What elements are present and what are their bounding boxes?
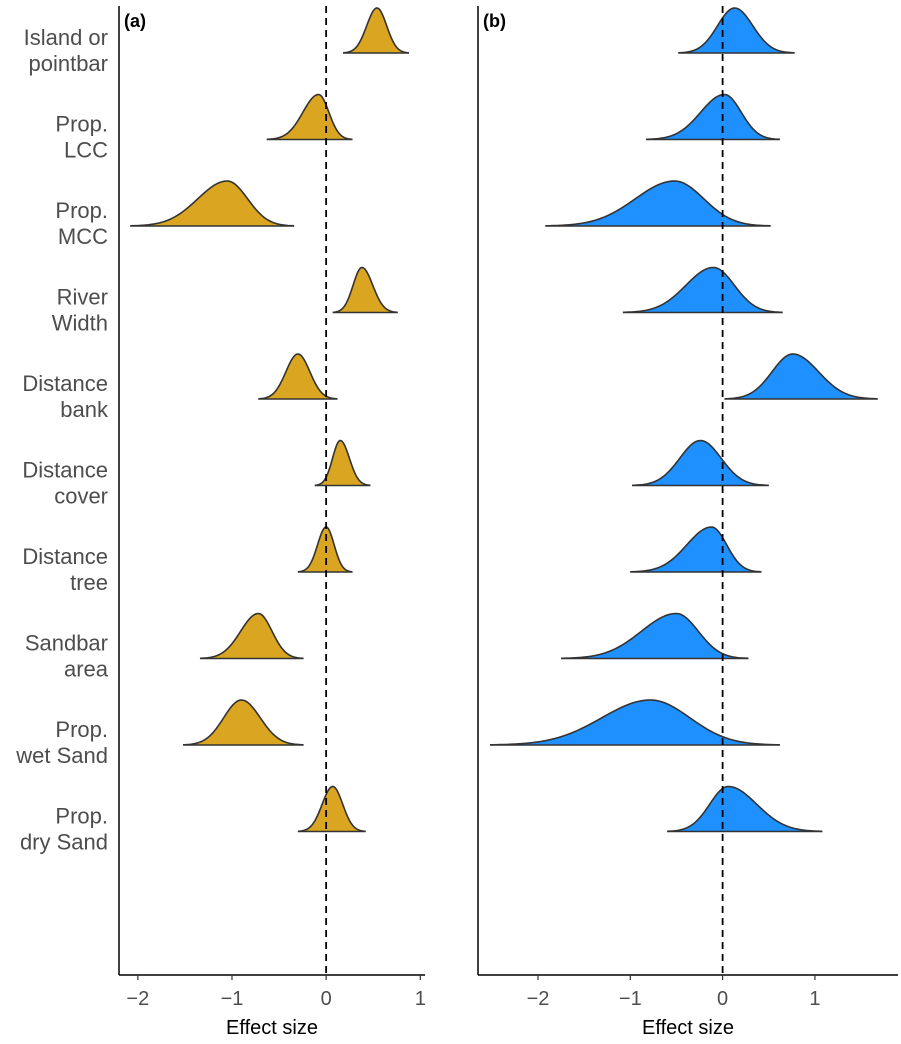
x-tick-label: 0 — [321, 988, 332, 1010]
density-fill — [545, 181, 771, 226]
density-fill — [183, 700, 304, 745]
panel-a: −2 −1 0 1 Effect size (a) — [118, 6, 426, 1039]
density-outline — [182, 699, 304, 746]
density-fill — [561, 613, 749, 659]
x-tick-label: −1 — [619, 988, 642, 1010]
density-fill — [667, 786, 823, 832]
y-category-label: Distance cover — [22, 458, 108, 509]
density-outline — [314, 439, 371, 487]
x-tick-label: −2 — [126, 988, 149, 1010]
x-tick-label: −1 — [221, 988, 244, 1010]
density-fill — [314, 440, 371, 486]
density-fill — [630, 527, 762, 572]
y-category-label: Prop. MCC — [55, 198, 108, 249]
y-category-label: Island or pointbar — [24, 25, 108, 76]
x-axis-title: Effect size — [226, 1017, 318, 1039]
density-outline — [343, 7, 410, 54]
x-tick-label: 1 — [415, 988, 426, 1010]
y-category-label: River Width — [52, 285, 108, 336]
density-fill — [297, 786, 366, 832]
density-outline — [667, 785, 823, 833]
density-fill — [678, 8, 795, 53]
panel-label: (b) — [483, 11, 506, 31]
x-tick-label: 0 — [717, 988, 728, 1010]
y-category-label: Distance tree — [22, 544, 108, 595]
density-fill — [297, 527, 353, 572]
density-outline — [561, 612, 749, 660]
density-outline — [266, 93, 353, 141]
density-fill — [622, 267, 783, 313]
y-category-label: Sandbar area — [25, 631, 109, 682]
y-axis-labels: Island or pointbar Prop. LCC Prop. MCC River Wi… — [15, 25, 109, 855]
panel-b: −2 −1 0 1 Effect size (b) — [477, 6, 898, 1039]
density-outline — [630, 526, 762, 573]
density-fill — [724, 354, 878, 399]
density-outline — [545, 180, 771, 227]
y-category-label: Prop. dry Sand — [20, 804, 108, 855]
density-fill — [343, 8, 409, 53]
density-outline — [678, 7, 795, 54]
y-category-label: Distance bank — [22, 371, 109, 422]
y-category-label: Prop. LCC — [55, 112, 108, 163]
density-outline — [297, 526, 353, 573]
density-outline — [724, 353, 878, 400]
density-fill — [490, 700, 780, 745]
x-axis-title: Effect size — [642, 1017, 734, 1039]
density-outline — [645, 93, 780, 141]
density-outline — [297, 785, 366, 833]
density-outline — [332, 266, 398, 314]
density-outline — [199, 612, 304, 660]
x-tick-label: −2 — [527, 988, 550, 1010]
y-category-label: Prop. wet Sand — [15, 717, 108, 768]
density-outline — [489, 699, 780, 746]
density-outline — [632, 439, 769, 487]
density-fill — [130, 181, 295, 226]
panel-label: (a) — [124, 11, 146, 31]
density-outline — [258, 353, 338, 400]
density-fill — [332, 267, 398, 313]
density-fill — [632, 440, 769, 486]
density-fill — [199, 613, 304, 659]
density-outline — [130, 180, 295, 227]
density-outline — [622, 266, 783, 314]
density-fill — [266, 94, 353, 140]
x-tick-label: 1 — [809, 988, 820, 1010]
density-fill — [646, 94, 780, 140]
